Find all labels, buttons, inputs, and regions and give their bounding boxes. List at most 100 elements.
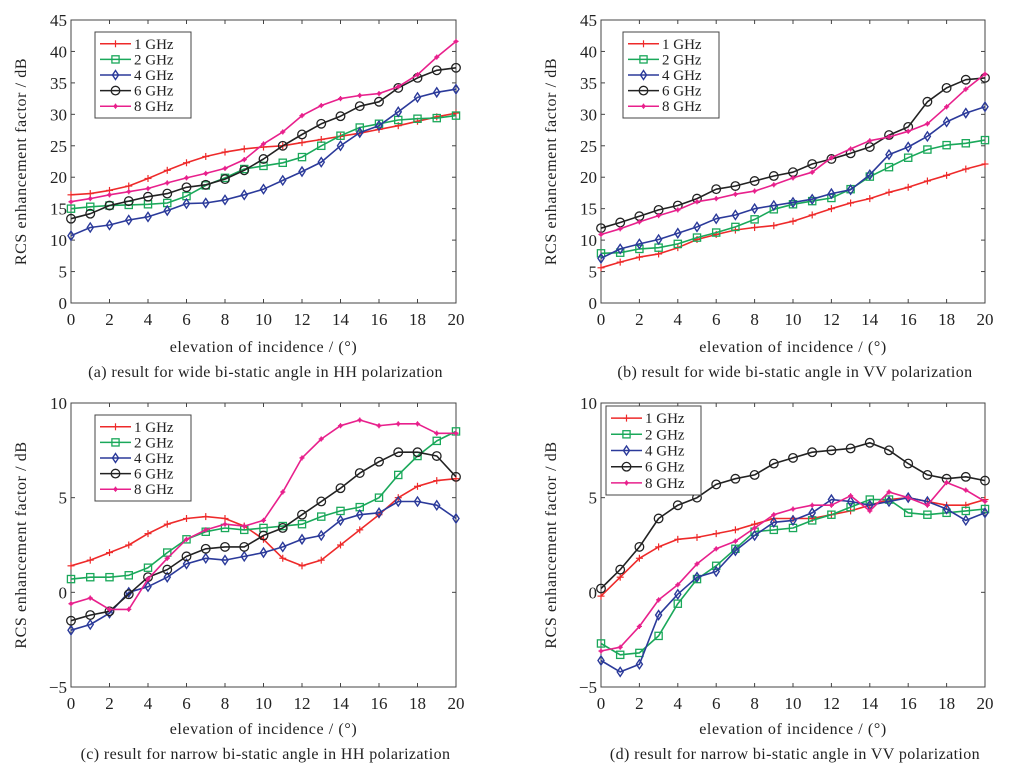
legend-marker-dot: [113, 487, 118, 492]
data-point: [942, 503, 951, 515]
data-point: [750, 202, 759, 215]
x-tick-label: 8: [221, 310, 230, 329]
y-axis-label: RCS enhancement factor / dB: [13, 58, 30, 265]
data-point: [335, 483, 346, 494]
data-point: [807, 447, 818, 458]
data-point: [712, 565, 721, 578]
data-point: [731, 222, 740, 232]
data-point: [355, 123, 364, 132]
data-point: [393, 470, 403, 480]
data-point: [673, 588, 682, 600]
data-point-dot: [637, 624, 642, 629]
y-axis-label: RCS enhancement factor / dB: [543, 441, 560, 648]
data-point: [374, 456, 384, 467]
y-tick-label: 40: [50, 42, 67, 61]
data-point: [336, 140, 345, 152]
data-point: [162, 564, 173, 575]
data-point: [182, 558, 191, 570]
legend-label: 2 GHz: [662, 52, 702, 68]
data-point-dot: [848, 147, 853, 151]
x-tick-label: 6: [182, 694, 191, 713]
data-point: [432, 113, 441, 123]
series-6-ghz: [596, 437, 990, 594]
data-point: [826, 154, 837, 164]
series-4-ghz: [597, 491, 989, 678]
data-point-dot: [983, 72, 987, 76]
legend-label: 8 GHz: [662, 99, 702, 115]
y-tick-label: 35: [580, 74, 597, 93]
data-point-dot: [983, 499, 987, 504]
data-point-dot: [415, 422, 420, 426]
series-line: [70, 500, 457, 631]
series-8-ghz: [68, 417, 459, 612]
data-point: [826, 445, 837, 456]
x-axis-label: elevation of incidence / (°): [170, 339, 358, 356]
data-point-dot: [184, 537, 189, 542]
legend-marker: [111, 438, 120, 447]
x-tick-label: 18: [938, 310, 955, 329]
x-tick-label: 6: [182, 310, 191, 329]
x-tick-label: 2: [635, 694, 644, 713]
data-point: [884, 445, 894, 456]
data-point-dot: [338, 96, 343, 101]
data-point-dot: [868, 138, 872, 143]
legend-label: 2 GHz: [134, 52, 174, 68]
data-point: [432, 499, 441, 512]
data-point: [711, 479, 722, 490]
data-point: [807, 159, 818, 169]
x-tick-label: 16: [900, 310, 917, 329]
data-point: [354, 101, 365, 112]
data-point: [317, 529, 326, 542]
data-point: [749, 176, 760, 186]
data-point: [903, 153, 913, 162]
data-point: [885, 495, 893, 508]
data-point: [221, 554, 229, 566]
data-point: [258, 530, 269, 541]
series-4-ghz: [67, 83, 460, 242]
data-point: [922, 469, 933, 480]
data-point-dot: [887, 490, 891, 494]
y-tick-label: 15: [50, 200, 67, 219]
data-point: [749, 469, 760, 480]
data-point: [597, 252, 605, 265]
y-tick-label: 0: [59, 294, 68, 313]
y-tick-label: 10: [50, 394, 67, 413]
data-point: [750, 215, 759, 224]
x-tick-label: 4: [674, 694, 683, 713]
data-point: [162, 188, 173, 199]
data-point-dot: [242, 157, 247, 162]
data-point: [768, 458, 779, 469]
legend-marker: [639, 55, 648, 64]
data-point: [317, 156, 326, 168]
data-point: [960, 471, 971, 482]
data-point: [750, 529, 759, 542]
legend-label: 4 GHz: [134, 451, 174, 467]
data-point-dot: [280, 130, 285, 134]
x-tick-label: 18: [938, 694, 955, 713]
data-point: [846, 184, 855, 196]
data-point-dot: [69, 601, 73, 606]
data-point: [240, 550, 249, 563]
data-point: [808, 507, 817, 519]
data-point: [123, 196, 134, 207]
data-point: [336, 506, 345, 516]
data-point-dot: [319, 437, 324, 441]
legend-item: 4 GHz: [611, 444, 685, 460]
data-point: [259, 161, 268, 171]
panel-caption: (c) result for narrow bi-static angle in…: [81, 746, 451, 763]
legend-item: 2 GHz: [100, 435, 174, 451]
data-point: [336, 514, 345, 527]
x-tick-label: 10: [255, 310, 272, 329]
legend-item: 6 GHz: [611, 460, 685, 476]
data-point-dot: [223, 522, 227, 526]
x-tick-label: 18: [409, 310, 426, 329]
data-point-dot: [714, 546, 718, 551]
data-point: [731, 544, 740, 557]
data-point: [981, 507, 989, 519]
data-point: [673, 227, 682, 239]
y-tick-label: 15: [580, 200, 597, 219]
data-point: [67, 624, 75, 636]
data-point-dot: [88, 596, 93, 600]
